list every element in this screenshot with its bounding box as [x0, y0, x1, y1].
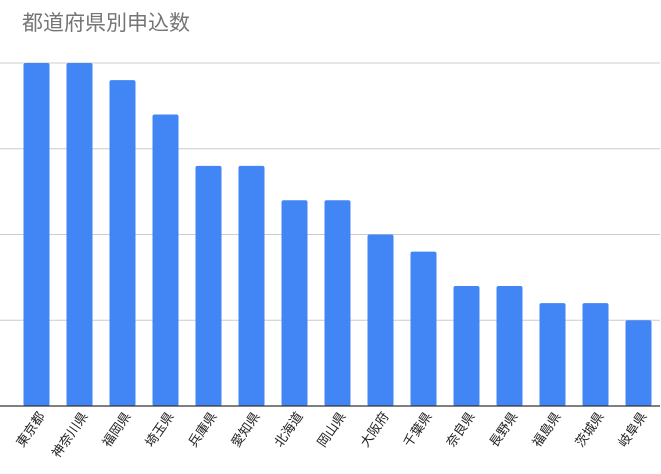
- bar: [195, 165, 222, 406]
- bar: [367, 234, 394, 406]
- bar: [281, 200, 308, 406]
- bar: [453, 285, 480, 406]
- x-tick-label: 大阪府: [358, 410, 393, 451]
- x-tick-label: 千葉県: [401, 410, 436, 451]
- chart-title: 都道府県別申込数: [22, 11, 190, 35]
- bar: [66, 63, 93, 406]
- bar: [238, 165, 265, 406]
- x-tick-label: 神奈川県: [50, 410, 92, 461]
- x-tick-label: 福岡県: [100, 410, 135, 451]
- bar: [496, 285, 523, 406]
- x-tick-label: 兵庫県: [186, 410, 221, 451]
- bar: [152, 114, 179, 406]
- x-tick-label: 岡山県: [315, 410, 350, 451]
- bar: [539, 303, 566, 406]
- x-tick-label: 茨城県: [573, 410, 608, 451]
- bar: [324, 200, 351, 406]
- bar: [582, 303, 609, 406]
- x-tick-label: 北海道: [272, 410, 307, 451]
- bar: [23, 63, 50, 406]
- bar: [625, 320, 652, 406]
- x-tick-label: 東京都: [13, 409, 48, 450]
- bar: [109, 80, 136, 407]
- bar: [410, 251, 437, 406]
- x-tick-label: 愛知県: [228, 409, 263, 450]
- x-tick-label: 奈良県: [443, 409, 478, 450]
- x-tick-label: 福島県: [530, 410, 565, 451]
- x-tick-label: 長野県: [487, 410, 522, 451]
- x-tick-label: 埼玉県: [143, 410, 178, 451]
- x-tick-label: 岐阜県: [615, 409, 650, 450]
